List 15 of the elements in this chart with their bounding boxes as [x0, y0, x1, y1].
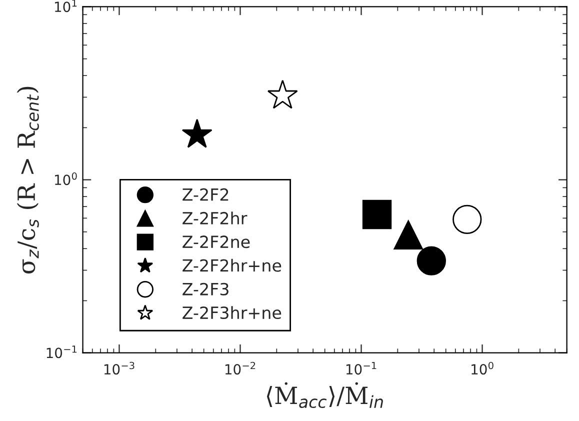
y-tick-label: 10$^{0}$ [55, 172, 77, 186]
x-tick-label: 10$^{−1}$ [346, 362, 376, 375]
legend-label: Z-2F2hr [182, 212, 248, 224]
legend-label: Z-2F3hr+ne [182, 306, 282, 320]
y-axis-title: σ$_{z}$/c$_{s}$ (R > R$_{cent}$) [16, 86, 39, 274]
x-tick-label: 10$^{0}$ [472, 362, 494, 375]
legend-label: Z-2F2hr+ne [182, 258, 282, 272]
legend-label: Z-2F2 [182, 188, 228, 201]
legend-label: Z-2F3 [182, 282, 228, 296]
x-axis-title: ⟨Ṁ$_{acc}$⟩/Ṁ$_{in}$ [266, 382, 383, 408]
y-tick-label: 10$^{1}$ [55, 0, 77, 12]
legend-label: Z-2F2ne [182, 236, 250, 248]
x-tick-label: 10$^{−2}$ [225, 362, 256, 375]
y-tick-label: 10$^{−1}$ [46, 346, 77, 358]
x-tick-label: 10$^{−3}$ [104, 362, 134, 375]
